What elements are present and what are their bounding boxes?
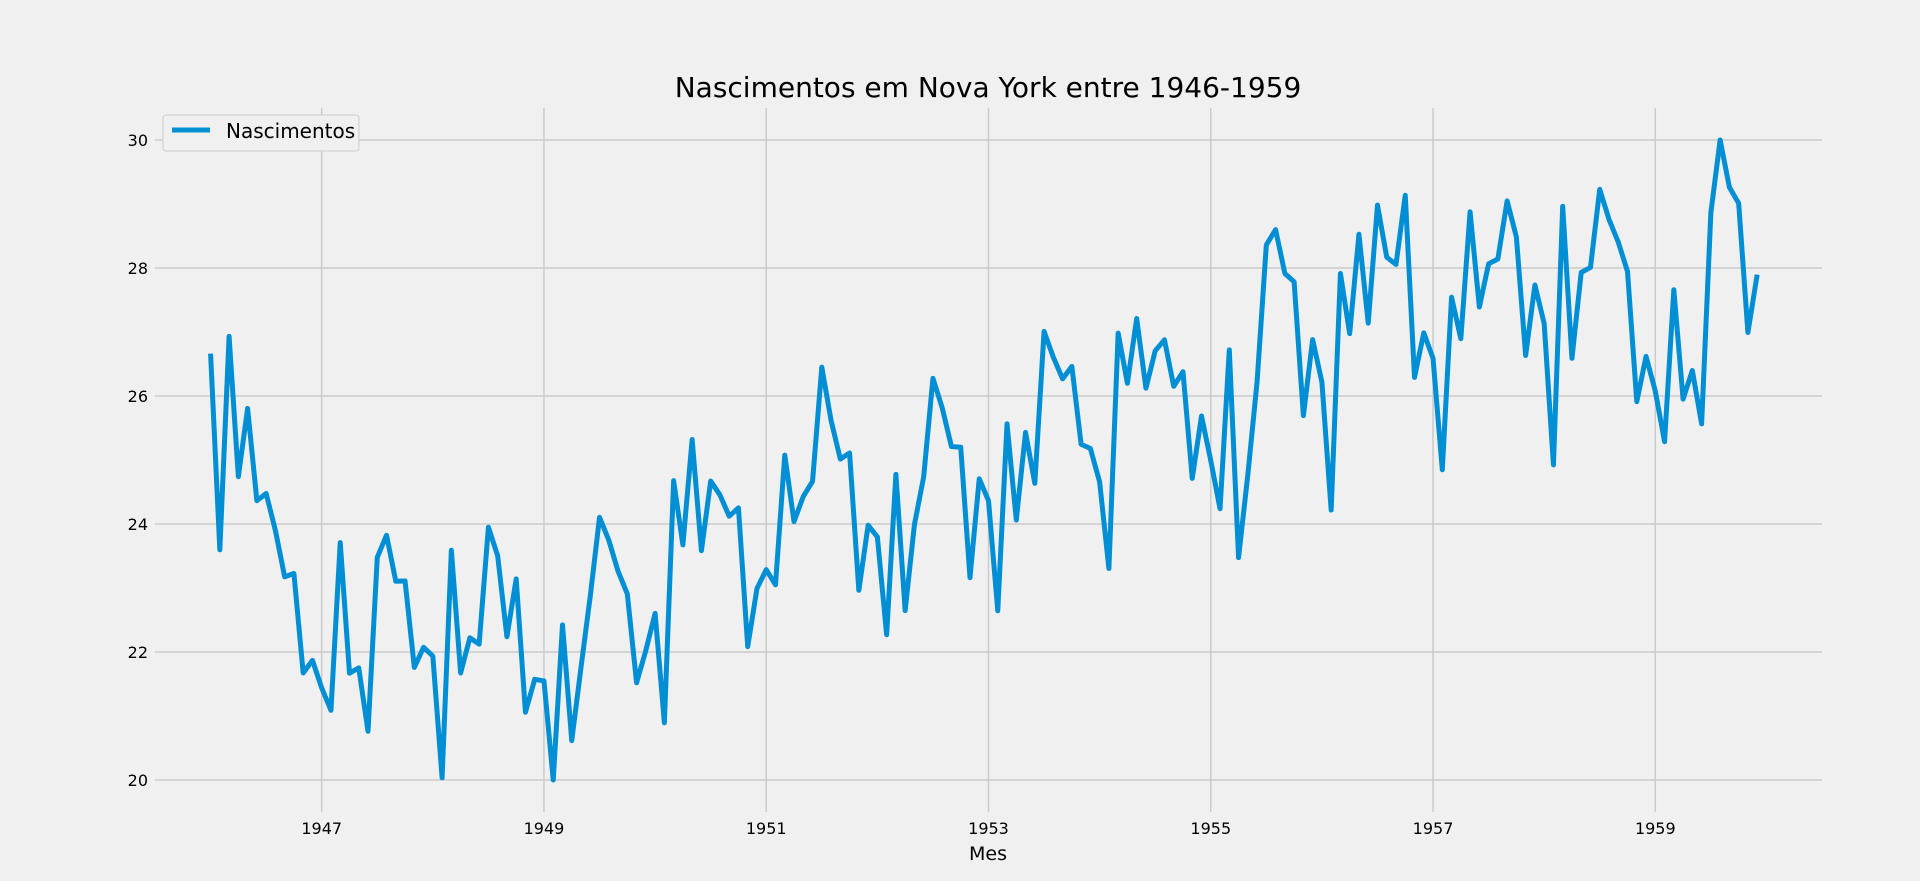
x-tick-label: 1953 (968, 819, 1009, 838)
legend-label: Nascimentos (226, 119, 355, 143)
tick-labels: 20 22 24 26 28 30 1947 1949 1951 1953 1955 1957 1959 (128, 131, 1676, 838)
y-tick-label: 22 (128, 643, 148, 662)
y-tick-label: 20 (128, 771, 148, 790)
x-tick-label: 1957 (1413, 819, 1454, 838)
y-tick-label: 26 (128, 387, 148, 406)
y-tick-label: 28 (128, 259, 148, 278)
x-tick-label: 1959 (1635, 819, 1676, 838)
series-layer (208, 137, 1760, 783)
chart-title: Nascimentos em Nova York entre 1946-1959 (675, 71, 1302, 104)
x-axis-label: Mes (969, 843, 1007, 865)
series-line (208, 137, 1760, 783)
x-tick-label: 1951 (746, 819, 787, 838)
legend-box (162, 114, 360, 152)
y-tick-label: 24 (128, 515, 148, 534)
x-tick-label: 1949 (524, 819, 565, 838)
legend: Nascimentos (162, 114, 360, 152)
x-tick-label: 1947 (301, 819, 342, 838)
x-tick-label: 1955 (1190, 819, 1231, 838)
y-tick-label: 30 (128, 131, 148, 150)
